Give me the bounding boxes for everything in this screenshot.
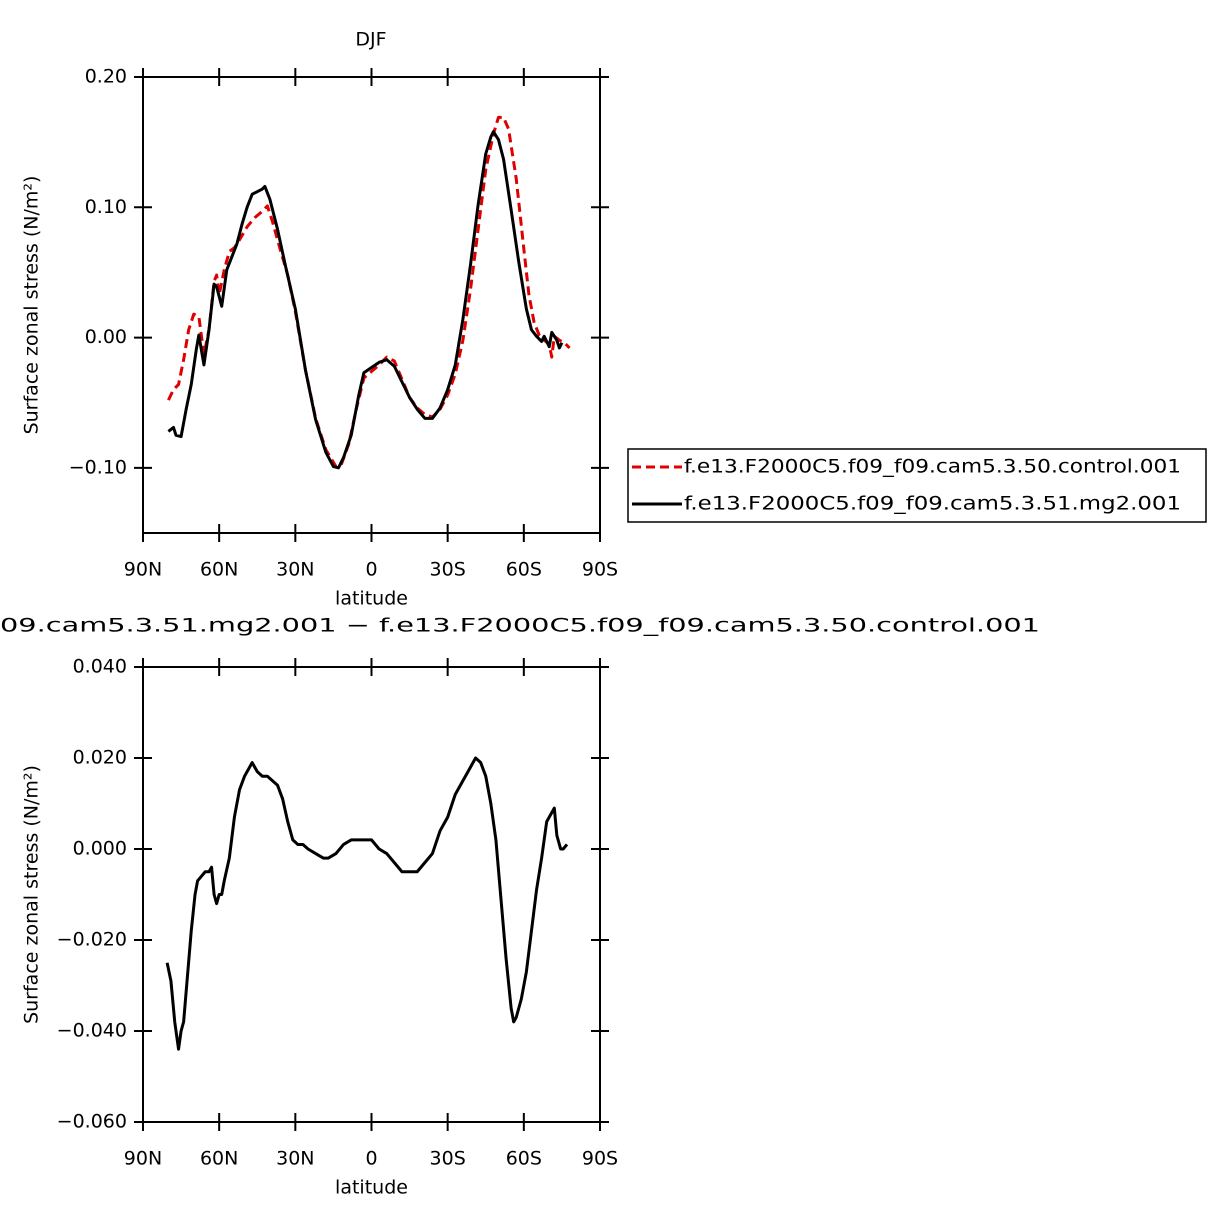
y-tick-label: 0.20 — [85, 66, 127, 88]
y-tick-label: −0.10 — [69, 456, 127, 478]
x-tick-label: 90S — [582, 559, 618, 581]
y-tick-label: 0.10 — [85, 196, 127, 218]
y-tick-label: −0.040 — [57, 1020, 127, 1042]
data-line — [167, 130, 564, 470]
x-tick-label: 90N — [124, 559, 162, 581]
x-tick-label: 60N — [200, 559, 238, 581]
y-tick-label: −0.060 — [57, 1111, 127, 1133]
plot-frame — [142, 666, 601, 1123]
x-tick-label: 30S — [430, 559, 466, 581]
legend-label: f.e13.F2000C5.f09_f09.cam5.3.50.control.… — [684, 456, 1181, 478]
x-axis-label: latitude — [335, 588, 408, 610]
chart-title: 09.cam5.3.51.mg2.001 − f.e13.F2000C5.f09… — [0, 615, 1040, 637]
y-tick-label: 0.00 — [85, 326, 127, 348]
data-line — [165, 756, 569, 1051]
x-tick-label: 60S — [506, 559, 542, 581]
legend-box — [627, 448, 1207, 523]
data-line — [167, 115, 571, 469]
y-tick-label: 0.000 — [73, 838, 127, 860]
y-axis-label: Surface zonal stress (N/m²) — [21, 765, 43, 1024]
x-tick-label: 30N — [276, 1148, 314, 1170]
x-tick-label: 30S — [430, 1148, 466, 1170]
x-tick-label: 60S — [506, 1148, 542, 1170]
x-axis-label: latitude — [335, 1177, 408, 1199]
x-tick-label: 90S — [582, 1148, 618, 1170]
x-tick-label: 90N — [124, 1148, 162, 1170]
x-tick-label: 60N — [200, 1148, 238, 1170]
x-tick-label: 0 — [365, 559, 377, 581]
y-tick-label: −0.020 — [57, 929, 127, 951]
chart-title: DJF — [355, 29, 386, 51]
legend-label: f.e13.F2000C5.f09_f09.cam5.3.51.mg2.001 — [684, 493, 1181, 515]
y-axis-label: Surface zonal stress (N/m²) — [21, 176, 43, 435]
y-tick-label: 0.040 — [73, 656, 127, 678]
y-tick-label: 0.020 — [73, 747, 127, 769]
x-tick-label: 0 — [365, 1148, 377, 1170]
x-tick-label: 30N — [276, 559, 314, 581]
